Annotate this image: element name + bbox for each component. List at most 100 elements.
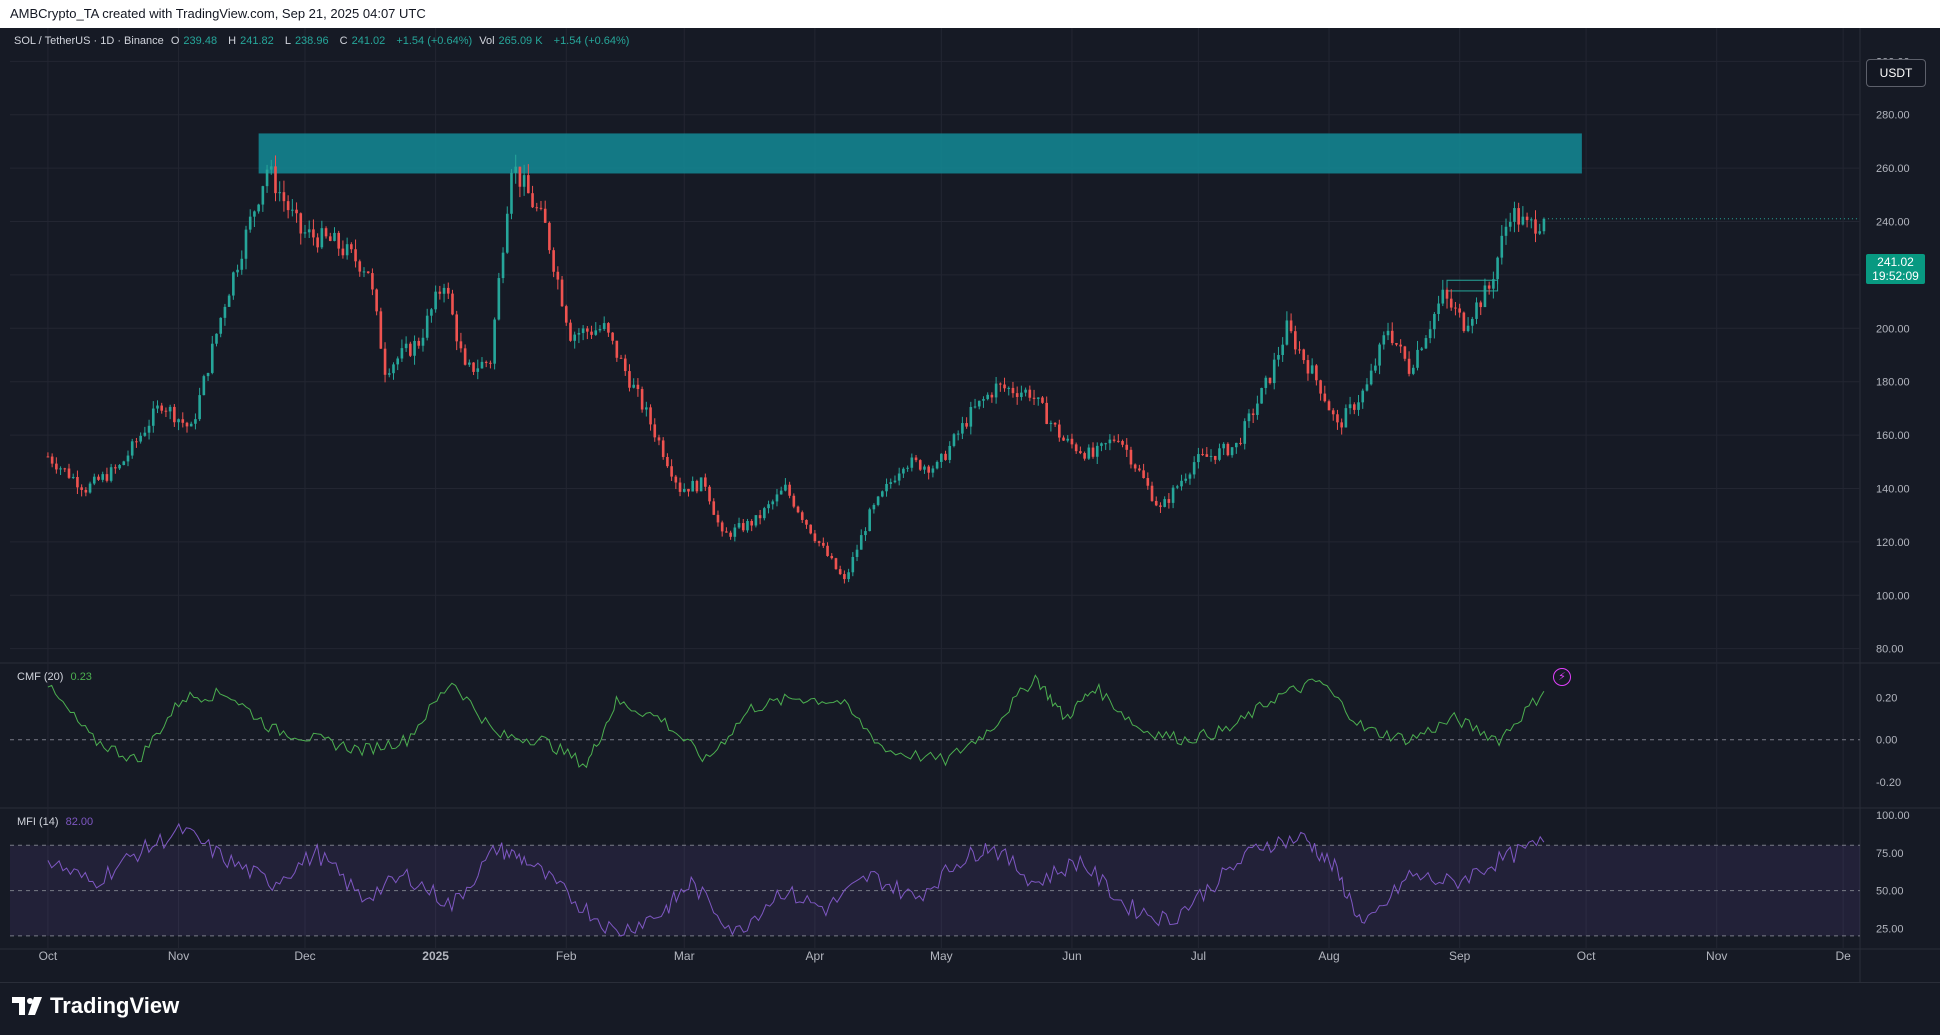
candle-body [1087, 447, 1091, 459]
candle-body [826, 545, 829, 556]
candle-body [92, 476, 96, 484]
candle [518, 166, 522, 198]
candle [286, 195, 290, 219]
candle [1454, 302, 1457, 316]
candle-body [725, 531, 728, 533]
candle-body [552, 250, 555, 272]
candle-body [257, 204, 260, 212]
candle [741, 518, 745, 533]
candle-body [350, 244, 353, 250]
candle [1138, 464, 1141, 472]
high-label: H [228, 35, 237, 47]
bolt-icon[interactable]: ⚡ [1553, 668, 1571, 686]
candle-body [918, 460, 922, 470]
candle [965, 417, 968, 429]
candle-body [535, 207, 539, 209]
candle [733, 524, 737, 542]
candle-body [1146, 478, 1150, 486]
candle [1062, 435, 1065, 441]
candle [210, 335, 214, 375]
candle [1104, 442, 1107, 450]
candle [253, 210, 256, 228]
candle-body [185, 422, 189, 427]
candle-body [468, 362, 471, 365]
candle [312, 219, 315, 246]
candle [109, 463, 113, 483]
candle-body [531, 193, 534, 208]
candle-body [105, 474, 109, 481]
candle-body [1327, 401, 1331, 411]
candle-body [817, 541, 821, 543]
candle [1411, 364, 1415, 376]
chart-canvas[interactable]: Oct Nov Dec 2025 Feb Mar Apr May Jun Jul Aug Sep Oct… [0, 28, 1940, 982]
candle [704, 473, 707, 491]
candle [1205, 447, 1209, 457]
candle [910, 453, 914, 472]
candle [1028, 385, 1032, 402]
candle-body [400, 348, 404, 359]
candle [1180, 474, 1183, 491]
candle-body [1437, 303, 1440, 315]
candle [834, 557, 838, 570]
candle [1083, 451, 1086, 461]
candle-body [1378, 344, 1381, 366]
candle [1357, 394, 1360, 416]
candle-body [741, 523, 745, 531]
symbol-title[interactable]: SOL / TetherUS · 1D · Binance [14, 35, 164, 47]
chart-frame: Oct Nov Dec 2025 Feb Mar Apr May Jun Jul Aug Sep Oct… [0, 28, 1940, 982]
candle-body [1070, 438, 1074, 445]
y-tick-label: 180.00 [1876, 377, 1910, 389]
x-tick-label: Dec [294, 949, 315, 963]
candle-body [666, 456, 669, 467]
candle [1197, 447, 1200, 469]
candle [1074, 442, 1078, 454]
x-tick-label: Sep [1449, 949, 1471, 963]
candle [640, 386, 644, 413]
x-tick-label: Oct [39, 949, 58, 963]
candle [666, 453, 669, 468]
candle [1125, 438, 1129, 458]
candle [505, 206, 509, 254]
candle-body [1395, 343, 1398, 345]
candle [168, 404, 172, 420]
candle [1146, 472, 1150, 490]
cmf-title[interactable]: CMF (20) [17, 671, 64, 683]
candle [763, 506, 766, 521]
candle-body [771, 501, 775, 505]
candle [316, 233, 319, 253]
candle [796, 505, 800, 514]
candle-body [640, 389, 644, 410]
candle-body [1176, 486, 1179, 488]
candle [822, 537, 825, 549]
candle-body [1348, 404, 1352, 409]
candle [324, 226, 328, 239]
mfi-title[interactable]: MFI (14) [17, 816, 59, 828]
candle-body [619, 357, 623, 359]
candle-body [1500, 235, 1504, 258]
candle [1020, 385, 1023, 401]
candle-body [581, 328, 585, 334]
candle [84, 487, 88, 497]
candle-body [303, 232, 307, 234]
candle-body [834, 558, 838, 570]
candle-body [1454, 307, 1457, 309]
tradingview-logo[interactable]: TradingView [12, 993, 179, 1019]
candle-body [527, 175, 530, 194]
candle-body [455, 314, 459, 342]
candle [1129, 446, 1133, 469]
candle [1483, 278, 1487, 308]
candle-body [859, 535, 863, 550]
currency-button[interactable]: USDT [1866, 59, 1926, 87]
candle-body [1496, 257, 1499, 280]
candle-body [1045, 402, 1048, 424]
candle-body [312, 229, 315, 238]
candle-body [822, 542, 825, 546]
candle [1163, 496, 1166, 508]
candle-body [944, 453, 947, 460]
candle [1277, 346, 1280, 367]
candle-body [1365, 384, 1369, 391]
candle [859, 529, 863, 550]
candle [455, 310, 459, 351]
candle [1538, 223, 1542, 235]
candle [76, 470, 79, 495]
